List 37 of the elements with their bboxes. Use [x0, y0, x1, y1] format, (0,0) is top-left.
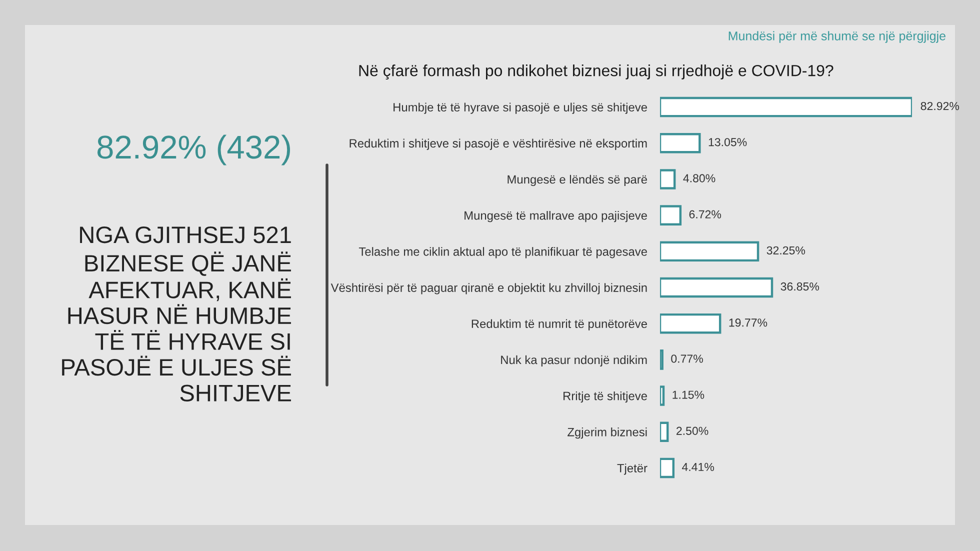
- data-label: 32.25%: [766, 246, 806, 255]
- data-label: 82.92%: [920, 102, 960, 110]
- y-tick-label: Rritje të shitjeve: [564, 391, 647, 403]
- bar: [660, 96, 912, 118]
- text: 82.92% (432): [97, 134, 290, 166]
- data-label: 2.50%: [676, 426, 708, 435]
- bar: [660, 205, 682, 226]
- data-label: 19.77%: [729, 318, 768, 327]
- y-tick-label: Vështirësi për të paguar qiranë e objektit ku zhvilloj biznesin: [330, 283, 647, 294]
- bar: [660, 422, 669, 442]
- bar: [660, 241, 760, 262]
- y-tick-label: Telashe me ciklin aktual apo të planifikuar të pagesave: [358, 247, 647, 258]
- data-label: 36.85%: [780, 282, 820, 291]
- y-tick-label: Humbje të të hyrave si pasojë e uljes së shitjeve: [394, 102, 647, 114]
- y-tick-label: Tjetër: [617, 464, 648, 475]
- text: NGA GJITHSEJ 521 BIZNESE QË JANË AFEKTUAR, KANË HASUR NË HUMBJE TË TË HYRAVE SI PASOJË E ULJES SË SHITJEVE: [62, 226, 291, 402]
- data-label: 4.41%: [682, 462, 714, 472]
- bar: [660, 133, 701, 154]
- bar: [660, 313, 722, 334]
- bar: [660, 458, 675, 478]
- data-label: 13.05%: [708, 138, 747, 146]
- y-tick-label: Reduktim të numrit të punëtorëve: [472, 319, 647, 330]
- y-tick-label: Zgjerim biznesi: [568, 428, 647, 439]
- bar: [660, 277, 774, 298]
- y-tick-label: Nuk ka pasur ndonjë ndikim: [501, 355, 647, 366]
- y-tick-label: Mungesë e lëndës së parë: [508, 174, 647, 186]
- bar: [660, 386, 665, 406]
- bar: [660, 169, 676, 190]
- chart-title: Në çfarë formash po ndikohet biznesi juaj si rrjedhojë e COVID-19?: [359, 64, 834, 80]
- data-label: 6.72%: [689, 210, 722, 218]
- bar: [660, 350, 664, 370]
- y-tick-label: Mungesë të mallrave apo pajisjeve: [464, 210, 647, 222]
- y-tick-label: Reduktim i shitjeve si pasojë e vështirësive në eksportim: [350, 138, 647, 150]
- data-label: 4.80%: [683, 174, 716, 182]
- chart-subtitle: Mundësi për më shumë se një përgjigje: [728, 31, 946, 43]
- data-label: 1.15%: [672, 390, 704, 399]
- data-label: 0.77%: [671, 354, 703, 363]
